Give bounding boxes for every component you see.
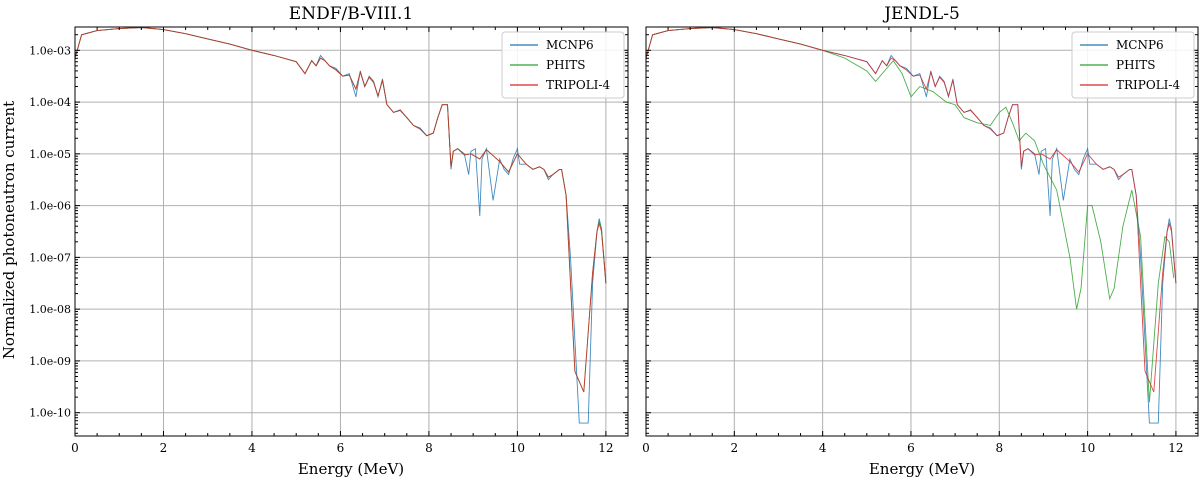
legend-box	[1071, 31, 1195, 99]
x-tick-label: 4	[248, 441, 256, 455]
y-tick-label: 1.0e-03	[29, 44, 71, 57]
x-axis-label: Energy (MeV)	[869, 460, 975, 478]
x-tick-label: 0	[71, 441, 79, 455]
y-tick-label: 1.0e-05	[29, 148, 71, 161]
x-tick-label: 10	[510, 441, 525, 455]
chart-title: JENDL-5	[882, 4, 960, 24]
legend-label: MCNP6	[1116, 38, 1164, 52]
x-tick-label: 8	[995, 441, 1003, 455]
chart-title: ENDF/B-VIII.1	[289, 4, 413, 24]
y-tick-label: 1.0e-08	[29, 303, 71, 316]
legend-label: MCNP6	[546, 38, 594, 52]
x-tick-label: 2	[160, 441, 168, 455]
legend-label: PHITS	[546, 58, 586, 72]
x-tick-label: 12	[1168, 441, 1183, 455]
x-tick-label: 10	[1080, 441, 1095, 455]
y-tick-label: 1.0e-09	[29, 355, 71, 368]
x-axis-label: Energy (MeV)	[298, 460, 404, 478]
y-tick-label: 1.0e-04	[29, 96, 71, 109]
y-tick-label: 1.0e-10	[29, 407, 71, 420]
panel-jendl: JENDL-5 Energy (MeV) 0 2 4 6 8 10 12 MCNP6 PHITS…	[642, 4, 1199, 478]
series-line-tripoli-4	[645, 27, 1177, 393]
x-tick-label: 6	[907, 441, 915, 455]
x-tick-label: 8	[425, 441, 433, 455]
legend-label: TRIPOLI-4	[546, 78, 610, 92]
x-tick-label: 12	[598, 441, 613, 455]
series-line-tripoli-4	[74, 27, 607, 393]
x-tick-label: 2	[730, 441, 738, 455]
plot-frame	[645, 26, 1199, 437]
y-tick-label: 1.0e-06	[29, 200, 71, 213]
legend-box	[501, 31, 625, 99]
legend-label: PHITS	[1116, 58, 1156, 72]
x-tick-label: 0	[642, 441, 650, 455]
legend-label: TRIPOLI-4	[1116, 78, 1180, 92]
panel-endf: ENDF/B-VIII.1 Energy (MeV) 0 2 4 6 8 10 12 1.0e…	[29, 4, 629, 478]
x-tick-label: 4	[819, 441, 827, 455]
plot-frame	[74, 26, 629, 437]
y-axis-label: Normalized photoneutron current	[0, 101, 18, 359]
y-tick-label: 1.0e-07	[29, 251, 71, 264]
x-tick-label: 6	[337, 441, 345, 455]
